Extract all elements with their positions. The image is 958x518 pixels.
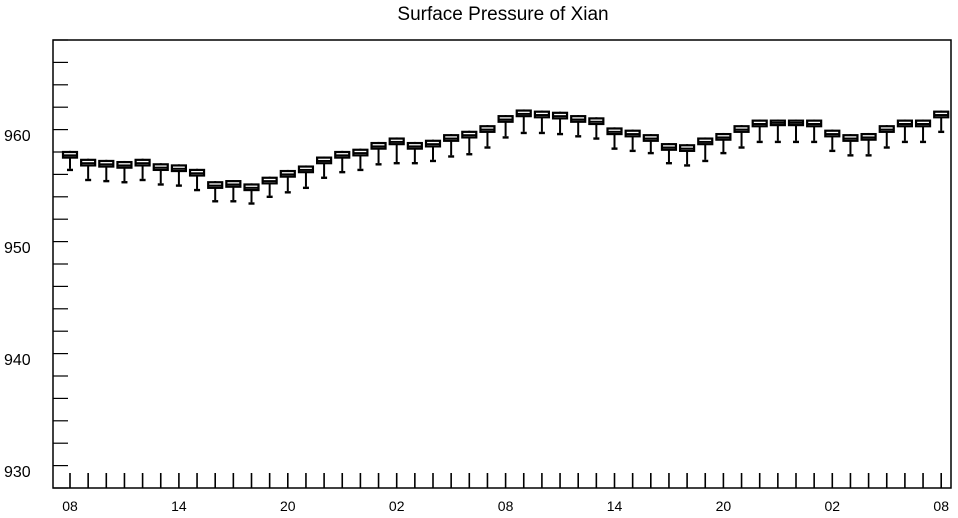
box-plot — [170, 164, 187, 187]
box-plot — [352, 148, 369, 172]
box-plot — [842, 134, 859, 157]
x-tick-label: 08 — [62, 498, 78, 514]
box-plot — [751, 119, 768, 144]
box-plot — [697, 137, 714, 163]
box-plot — [733, 125, 750, 149]
box-series — [61, 109, 950, 205]
box-plot — [860, 132, 877, 157]
box-plot — [787, 119, 805, 144]
box-plot — [98, 159, 115, 183]
box-plot — [678, 144, 696, 167]
box-plot — [806, 119, 823, 144]
x-tick-label: 20 — [716, 498, 732, 514]
box-plot — [824, 129, 841, 153]
box-plot — [660, 143, 678, 165]
box-plot — [933, 110, 950, 134]
box-plot — [116, 160, 133, 184]
x-tick-label: 02 — [825, 498, 841, 514]
box-plot — [570, 115, 587, 138]
box-plot — [914, 119, 932, 144]
y-tick-label: 930 — [4, 464, 31, 481]
box-plot — [80, 158, 97, 182]
box-plot — [134, 158, 151, 182]
box-plot — [642, 134, 659, 155]
box-plot — [279, 169, 296, 194]
y-tick-label: 960 — [4, 128, 31, 145]
box-plot — [152, 163, 169, 186]
box-plot — [424, 139, 442, 163]
box-plot — [624, 129, 641, 153]
box-plot — [715, 132, 732, 155]
box-plot — [606, 127, 623, 150]
y-tick-label: 950 — [4, 240, 31, 257]
x-tick-label: 02 — [389, 498, 405, 514]
y-tick-label: 940 — [4, 352, 31, 369]
box-plot — [334, 150, 351, 174]
box-plot — [551, 111, 569, 136]
box-plot — [188, 168, 206, 192]
box-plot — [769, 119, 786, 144]
plot-frame — [52, 39, 952, 489]
box-plot — [461, 130, 478, 156]
box-plot — [878, 125, 895, 149]
box-plot — [61, 150, 79, 172]
box-plot — [406, 141, 423, 165]
box-plot — [243, 183, 260, 205]
x-axis: 08 14 20 02 08 14 20 02 08 — [62, 473, 949, 514]
box-plot — [261, 176, 278, 199]
box-plot — [515, 109, 532, 135]
x-tick-label: 14 — [607, 498, 623, 514]
x-tick-label: 20 — [280, 498, 296, 514]
box-plot — [297, 165, 315, 190]
y-axis: 930 940 950 960 — [4, 39, 68, 489]
box-plot — [588, 117, 605, 140]
x-tick-label: 08 — [498, 498, 514, 514]
box-plot — [316, 156, 333, 179]
box-plot — [207, 181, 224, 203]
box-plot — [497, 115, 514, 139]
box-plot — [896, 119, 914, 144]
chart-title: Surface Pressure of Xian — [397, 4, 609, 25]
x-tick-label: 08 — [933, 498, 949, 514]
box-plot — [388, 137, 405, 165]
box-plot — [479, 125, 496, 149]
box-plot — [370, 141, 387, 166]
box-plot — [225, 180, 242, 203]
box-plot — [443, 134, 460, 158]
box-plot — [533, 110, 551, 135]
x-tick-label: 14 — [171, 498, 187, 514]
